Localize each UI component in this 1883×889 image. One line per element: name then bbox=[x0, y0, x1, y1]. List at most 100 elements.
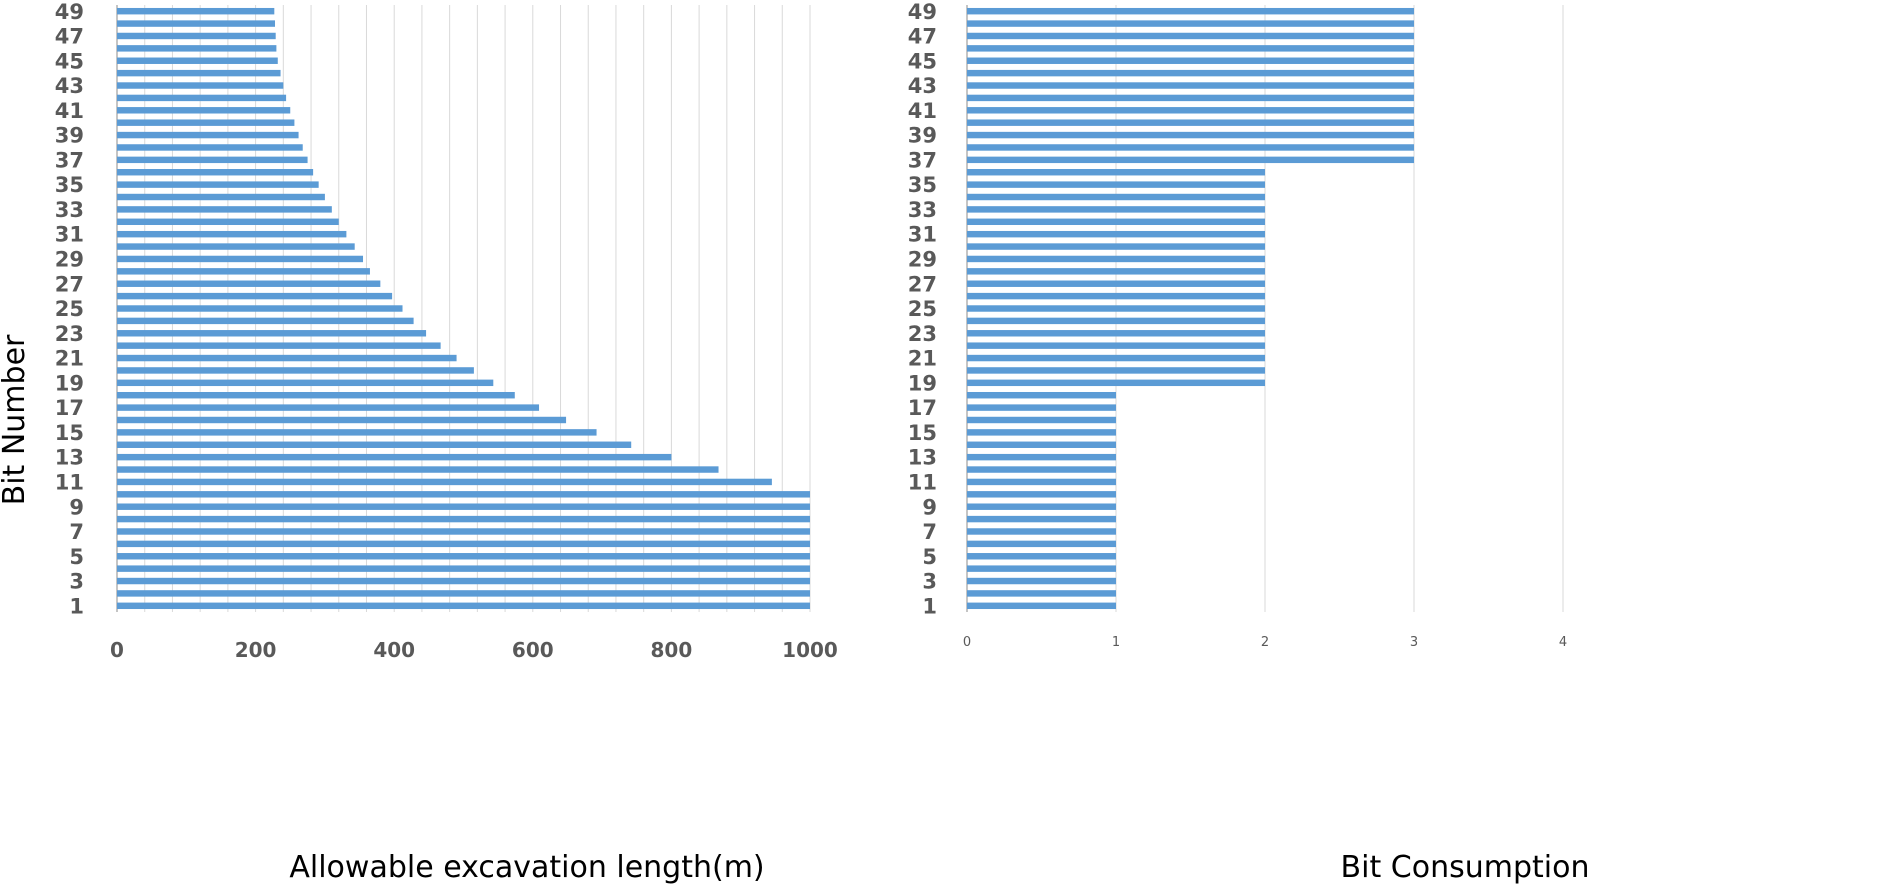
bar-9 bbox=[117, 503, 810, 510]
bar-18 bbox=[967, 391, 1116, 399]
bar-8 bbox=[967, 515, 1116, 523]
bar-1 bbox=[117, 602, 810, 610]
bar-23 bbox=[117, 330, 427, 337]
bar-35 bbox=[117, 181, 319, 188]
y-tick-label: 11 bbox=[55, 470, 84, 494]
bar-18 bbox=[117, 391, 515, 399]
bar-28 bbox=[967, 268, 1265, 275]
bar-29 bbox=[117, 255, 364, 263]
bar-45 bbox=[967, 57, 1414, 64]
bar-41 bbox=[117, 107, 291, 114]
y-tick-label: 35 bbox=[55, 173, 84, 197]
y-tick-label: 5 bbox=[69, 545, 84, 569]
allowable-length-chart: 1357911131517192123252729313335373941434… bbox=[55, 0, 838, 662]
bar-35 bbox=[967, 181, 1265, 188]
bar-44 bbox=[967, 69, 1414, 77]
bar-30 bbox=[117, 243, 355, 250]
bar-46 bbox=[967, 45, 1414, 52]
y-tick-label: 31 bbox=[55, 223, 84, 247]
y-tick-label: 25 bbox=[908, 297, 937, 321]
bar-36 bbox=[967, 169, 1265, 176]
bar-30 bbox=[967, 243, 1265, 250]
y-tick-label: 1 bbox=[69, 594, 84, 618]
bar-19 bbox=[967, 379, 1265, 387]
y-tick-label: 49 bbox=[55, 0, 84, 24]
bar-13 bbox=[117, 453, 672, 461]
x-tick-label: 400 bbox=[373, 638, 415, 662]
bar-7 bbox=[117, 528, 810, 535]
bar-4 bbox=[967, 565, 1116, 572]
bar-34 bbox=[117, 193, 325, 201]
bar-16 bbox=[117, 416, 567, 424]
bit-consumption-chart: 1357911131517192123252729313335373941434… bbox=[908, 0, 1567, 650]
bar-21 bbox=[967, 354, 1265, 362]
bar-5 bbox=[117, 553, 810, 560]
bar-12 bbox=[117, 466, 719, 473]
y-tick-label: 9 bbox=[69, 495, 84, 519]
y-tick-label: 47 bbox=[55, 25, 84, 49]
bar-20 bbox=[117, 367, 474, 374]
bar-37 bbox=[117, 156, 308, 164]
bar-11 bbox=[967, 478, 1116, 486]
y-tick-label: 3 bbox=[69, 570, 84, 594]
bar-9 bbox=[967, 503, 1116, 510]
y-tick-label: 29 bbox=[908, 248, 937, 272]
bar-22 bbox=[967, 342, 1265, 349]
bar-44 bbox=[117, 69, 281, 77]
bar-38 bbox=[967, 144, 1414, 151]
bar-26 bbox=[117, 292, 393, 300]
y-tick-label: 13 bbox=[55, 446, 84, 470]
y-tick-label: 13 bbox=[908, 446, 937, 470]
bar-31 bbox=[967, 230, 1265, 238]
bar-39 bbox=[967, 131, 1414, 139]
y-tick-label: 43 bbox=[908, 74, 937, 98]
bar-16 bbox=[967, 416, 1116, 424]
x-tick-label: 2 bbox=[1261, 635, 1269, 650]
bar-19 bbox=[117, 379, 494, 387]
x-axis-title-right: Bit Consumption bbox=[1341, 850, 1590, 885]
x-tick-label: 1 bbox=[1112, 635, 1120, 650]
bar-2 bbox=[117, 590, 810, 597]
y-tick-label: 35 bbox=[908, 173, 937, 197]
bar-15 bbox=[967, 429, 1116, 436]
y-tick-label: 27 bbox=[55, 272, 84, 296]
bar-27 bbox=[117, 280, 381, 287]
bar-42 bbox=[117, 94, 287, 102]
bar-37 bbox=[967, 156, 1414, 164]
bar-45 bbox=[117, 57, 278, 64]
bar-26 bbox=[967, 292, 1265, 300]
y-tick-label: 23 bbox=[908, 322, 937, 346]
x-tick-label: 3 bbox=[1410, 635, 1418, 650]
x-tick-label: 0 bbox=[110, 638, 124, 662]
y-tick-label: 45 bbox=[908, 49, 937, 73]
bar-42 bbox=[967, 94, 1414, 102]
bar-43 bbox=[967, 82, 1414, 89]
bar-1 bbox=[967, 602, 1116, 610]
y-tick-label: 25 bbox=[55, 297, 84, 321]
y-tick-label: 7 bbox=[69, 520, 84, 544]
y-tick-label: 15 bbox=[55, 421, 84, 445]
bar-40 bbox=[967, 119, 1414, 126]
bar-40 bbox=[117, 119, 295, 126]
bar-4 bbox=[117, 565, 810, 572]
bar-3 bbox=[967, 577, 1116, 585]
y-tick-label: 17 bbox=[908, 396, 937, 420]
bar-7 bbox=[967, 528, 1116, 535]
y-tick-label: 27 bbox=[908, 272, 937, 296]
y-tick-label: 31 bbox=[908, 223, 937, 247]
bar-5 bbox=[967, 553, 1116, 560]
bar-15 bbox=[117, 429, 597, 436]
bar-32 bbox=[967, 218, 1265, 226]
bar-12 bbox=[967, 466, 1116, 473]
y-tick-label: 43 bbox=[55, 74, 84, 98]
bar-48 bbox=[117, 20, 276, 27]
y-tick-label: 47 bbox=[908, 25, 937, 49]
bar-10 bbox=[967, 491, 1116, 498]
bar-11 bbox=[117, 478, 772, 486]
y-tick-label: 41 bbox=[55, 99, 84, 123]
bar-39 bbox=[117, 131, 299, 139]
bar-27 bbox=[967, 280, 1265, 287]
bar-47 bbox=[967, 32, 1414, 40]
bar-47 bbox=[117, 32, 276, 40]
